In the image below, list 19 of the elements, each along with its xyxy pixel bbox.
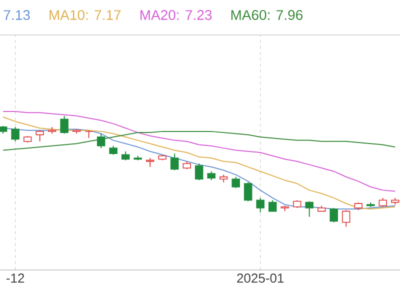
text: MA20: 7.23 (140, 10, 212, 20)
candlestick (342, 210, 350, 228)
candlestick (194, 163, 204, 181)
text: MA10: 7.17 (50, 10, 121, 20)
text: MA60: 7.96 (231, 10, 303, 20)
candlestick (60, 115, 68, 134)
candlestick (305, 200, 314, 218)
candlestick (256, 197, 264, 213)
candlestick (11, 126, 20, 142)
x-tick-label: 2025-01 (237, 274, 284, 283)
candlestick (36, 130, 44, 142)
candlestick (268, 200, 277, 212)
candlestick (330, 207, 338, 223)
candlestick (232, 176, 240, 188)
candlestick (170, 153, 179, 171)
candlestick (244, 182, 252, 202)
candlestick (96, 133, 106, 149)
text: 7.13 (4, 10, 30, 20)
x-tick-label: -12 (6, 274, 24, 283)
